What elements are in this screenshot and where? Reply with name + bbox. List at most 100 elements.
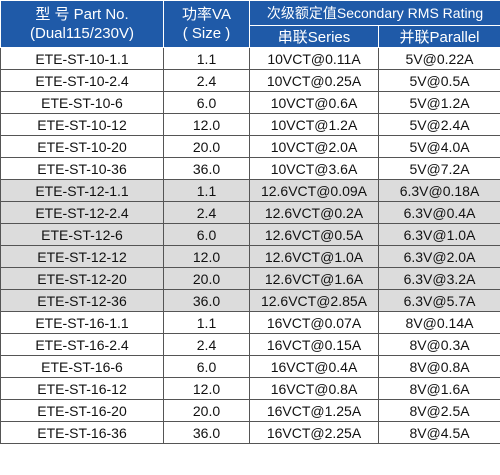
power-cell: 20.0 xyxy=(163,135,250,158)
table-row: ETE-ST-10-2.4 2.4 10VCT@0.25A 5V@0.5A xyxy=(0,69,500,92)
part-number-cell: ETE-ST-12-1.1 xyxy=(0,179,164,202)
power-cell: 6.0 xyxy=(163,223,250,246)
table-row: ETE-ST-16-20 20.0 16VCT@1.25A 8V@2.5A xyxy=(0,399,500,422)
table-row: ETE-ST-16-2.4 2.4 16VCT@0.15A 8V@0.3A xyxy=(0,333,500,356)
table-row: ETE-ST-12-6 6.0 12.6VCT@0.5A 6.3V@1.0A xyxy=(0,223,500,246)
spec-table: 型 号 Part No. (Dual115/230V) 功率VA ( Size … xyxy=(0,0,500,444)
series-rating-cell: 12.6VCT@2.85A xyxy=(249,289,379,312)
parallel-rating-cell: 5V@0.22A xyxy=(377,47,500,70)
parallel-rating-cell: 6.3V@0.18A xyxy=(377,179,500,202)
power-cell: 20.0 xyxy=(163,267,250,290)
part-number-cell: ETE-ST-16-1.1 xyxy=(0,311,164,334)
parallel-rating-cell: 8V@1.6A xyxy=(377,377,500,400)
table-row: ETE-ST-10-1.1 1.1 10VCT@0.11A 5V@0.22A xyxy=(0,47,500,70)
part-number-header: 型 号 Part No. (Dual115/230V) xyxy=(0,0,164,48)
table-body: ETE-ST-10-1.1 1.1 10VCT@0.11A 5V@0.22A ETE-S… xyxy=(0,47,500,444)
parallel-rating-cell: 6.3V@0.4A xyxy=(377,201,500,224)
series-rating-cell: 12.6VCT@0.09A xyxy=(249,179,379,202)
part-number-cell: ETE-ST-12-2.4 xyxy=(0,201,164,224)
part-number-cell: ETE-ST-10-1.1 xyxy=(0,47,164,70)
table-header: 型 号 Part No. (Dual115/230V) 功率VA ( Size … xyxy=(0,0,500,48)
power-header-line1: 功率VA xyxy=(182,6,231,23)
power-cell: 6.0 xyxy=(163,355,250,378)
power-cell: 1.1 xyxy=(163,179,250,202)
table-row: ETE-ST-16-36 36.0 16VCT@2.25A 8V@4.5A xyxy=(0,421,500,444)
series-rating-cell: 12.6VCT@0.5A xyxy=(249,223,379,246)
parallel-rating-cell: 5V@7.2A xyxy=(377,157,500,180)
series-rating-cell: 10VCT@0.11A xyxy=(249,47,379,70)
table-row: ETE-ST-12-1.1 1.1 12.6VCT@0.09A 6.3V@0.18A xyxy=(0,179,500,202)
power-cell: 36.0 xyxy=(163,289,250,312)
table-row: ETE-ST-12-36 36.0 12.6VCT@2.85A 6.3V@5.7A xyxy=(0,289,500,312)
table-row: ETE-ST-10-36 36.0 10VCT@3.6A 5V@7.2A xyxy=(0,157,500,180)
part-number-cell: ETE-ST-12-36 xyxy=(0,289,164,312)
parallel-rating-cell: 6.3V@5.7A xyxy=(377,289,500,312)
series-rating-cell: 10VCT@1.2A xyxy=(249,113,379,136)
series-rating-cell: 12.6VCT@0.2A xyxy=(249,201,379,224)
part-number-cell: ETE-ST-16-20 xyxy=(0,399,164,422)
table-row: ETE-ST-16-6 6.0 16VCT@0.4A 8V@0.8A xyxy=(0,355,500,378)
parallel-rating-cell: 8V@0.3A xyxy=(377,333,500,356)
parallel-rating-cell: 5V@2.4A xyxy=(377,113,500,136)
parallel-rating-cell: 6.3V@1.0A xyxy=(377,223,500,246)
power-header-line2: ( Size ) xyxy=(182,25,231,42)
parallel-rating-cell: 8V@2.5A xyxy=(377,399,500,422)
series-rating-cell: 16VCT@0.07A xyxy=(249,311,379,334)
parallel-rating-cell: 6.3V@3.2A xyxy=(377,267,500,290)
part-number-cell: ETE-ST-12-6 xyxy=(0,223,164,246)
series-rating-cell: 16VCT@1.25A xyxy=(249,399,379,422)
series-header: 串联Series xyxy=(249,25,379,48)
part-number-cell: ETE-ST-16-2.4 xyxy=(0,333,164,356)
power-cell: 12.0 xyxy=(163,377,250,400)
part-number-cell: ETE-ST-16-36 xyxy=(0,421,164,444)
table-row: ETE-ST-10-6 6.0 10VCT@0.6A 5V@1.2A xyxy=(0,91,500,114)
parallel-rating-cell: 6.3V@2.0A xyxy=(377,245,500,268)
power-cell: 1.1 xyxy=(163,311,250,334)
power-cell: 12.0 xyxy=(163,245,250,268)
series-rating-cell: 16VCT@0.4A xyxy=(249,355,379,378)
part-number-cell: ETE-ST-10-6 xyxy=(0,91,164,114)
part-number-cell: ETE-ST-12-20 xyxy=(0,267,164,290)
parallel-header: 并联Parallel xyxy=(377,25,500,48)
parallel-rating-cell: 8V@0.14A xyxy=(377,311,500,334)
table-row: ETE-ST-12-2.4 2.4 12.6VCT@0.2A 6.3V@0.4A xyxy=(0,201,500,224)
part-number-cell: ETE-ST-10-12 xyxy=(0,113,164,136)
power-cell: 2.4 xyxy=(163,69,250,92)
table-row: ETE-ST-16-1.1 1.1 16VCT@0.07A 8V@0.14A xyxy=(0,311,500,334)
parallel-rating-cell: 5V@0.5A xyxy=(377,69,500,92)
part-number-cell: ETE-ST-16-6 xyxy=(0,355,164,378)
part-number-cell: ETE-ST-12-12 xyxy=(0,245,164,268)
power-cell: 2.4 xyxy=(163,201,250,224)
header-row-sub: 串联Series 并联Parallel xyxy=(1,25,500,48)
power-header: 功率VA ( Size ) xyxy=(163,0,250,48)
part-number-cell: ETE-ST-10-36 xyxy=(0,157,164,180)
part-number-header-line2: (Dual115/230V) xyxy=(30,25,134,42)
series-rating-cell: 10VCT@0.25A xyxy=(249,69,379,92)
parallel-rating-cell: 8V@4.5A xyxy=(377,421,500,444)
power-cell: 36.0 xyxy=(163,157,250,180)
power-cell: 12.0 xyxy=(163,113,250,136)
series-rating-cell: 16VCT@0.8A xyxy=(249,377,379,400)
table-row: ETE-ST-16-12 12.0 16VCT@0.8A 8V@1.6A xyxy=(0,377,500,400)
series-rating-cell: 12.6VCT@1.0A xyxy=(249,245,379,268)
parallel-rating-cell: 5V@1.2A xyxy=(377,91,500,114)
secondary-rating-header: 次级额定值Secondary RMS Rating xyxy=(248,0,500,26)
parallel-rating-cell: 8V@0.8A xyxy=(377,355,500,378)
power-cell: 6.0 xyxy=(163,91,250,114)
series-rating-cell: 10VCT@3.6A xyxy=(249,157,379,180)
table-row: ETE-ST-12-12 12.0 12.6VCT@1.0A 6.3V@2.0A xyxy=(0,245,500,268)
table-row: ETE-ST-10-20 20.0 10VCT@2.0A 5V@4.0A xyxy=(0,135,500,158)
series-rating-cell: 16VCT@0.15A xyxy=(249,333,379,356)
power-cell: 20.0 xyxy=(163,399,250,422)
series-rating-cell: 10VCT@0.6A xyxy=(249,91,379,114)
part-number-header-line1: 型 号 Part No. xyxy=(35,6,129,23)
part-number-cell: ETE-ST-16-12 xyxy=(0,377,164,400)
parallel-rating-cell: 5V@4.0A xyxy=(377,135,500,158)
part-number-cell: ETE-ST-10-2.4 xyxy=(0,69,164,92)
header-row-top: 型 号 Part No. (Dual115/230V) 功率VA ( Size … xyxy=(0,0,500,48)
power-cell: 36.0 xyxy=(163,421,250,444)
table-row: ETE-ST-12-20 20.0 12.6VCT@1.6A 6.3V@3.2A xyxy=(0,267,500,290)
power-cell: 1.1 xyxy=(163,47,250,70)
part-number-cell: ETE-ST-10-20 xyxy=(0,135,164,158)
power-cell: 2.4 xyxy=(163,333,250,356)
